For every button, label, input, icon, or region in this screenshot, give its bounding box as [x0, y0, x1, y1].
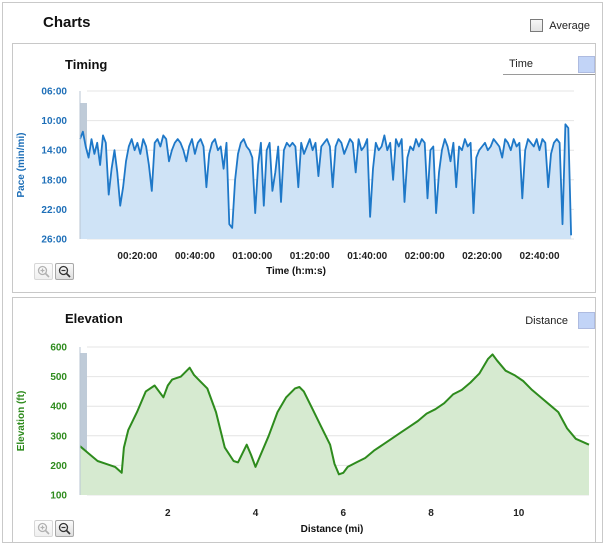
average-checkbox[interactable]	[530, 19, 544, 32]
average-label: Average	[549, 19, 590, 32]
elevation-axis-selector[interactable]: Distance	[525, 312, 595, 329]
zoom-in-button[interactable]	[34, 263, 53, 280]
elevation-y-tick-label: 100	[50, 491, 67, 502]
timing-y-tick-label: 14:00	[41, 146, 67, 157]
timing-pace-line	[79, 123, 572, 236]
timing-x-axis-label: Time (h:m:s)	[266, 266, 326, 277]
timing-y-axis-label: Pace (min/mi)	[16, 132, 27, 197]
timing-x-tick-label: 02:40:00	[520, 251, 560, 262]
timing-x-tick-label: 00:40:00	[175, 251, 215, 262]
average-toggle[interactable]: Average	[530, 19, 590, 32]
timing-selector-label: Time	[509, 58, 534, 70]
zoom-out-icon	[58, 522, 71, 535]
elevation-y-tick-label: 300	[50, 431, 67, 442]
elevation-y-tick-label: 200	[50, 461, 67, 472]
elevation-selector-label: Distance	[525, 314, 568, 327]
elevation-x-tick-label: 2	[165, 508, 171, 519]
zoom-out-button[interactable]	[55, 263, 74, 280]
elevation-x-tick-label: 4	[253, 508, 259, 519]
elevation-x-axis-label: Distance (mi)	[301, 524, 364, 535]
timing-x-tick-label: 01:40:00	[347, 251, 387, 262]
elevation-title: Elevation	[65, 311, 123, 326]
elevation-x-tick-label: 10	[513, 508, 525, 519]
elevation-x-tick-label: 8	[428, 508, 434, 519]
elevation-series-swatch[interactable]	[578, 312, 595, 329]
timing-y-tick-label: 22:00	[41, 205, 67, 216]
elevation-zoom-controls	[34, 520, 74, 537]
timing-y-tick-label: 18:00	[41, 175, 67, 186]
timing-x-tick-label: 01:20:00	[290, 251, 330, 262]
timing-y-tick-label: 06:00	[41, 87, 67, 98]
timing-x-tick-label: 00:20:00	[117, 251, 157, 262]
zoom-out-button[interactable]	[55, 520, 74, 537]
timing-zoom-controls	[34, 263, 74, 280]
zoom-in-button[interactable]	[34, 520, 53, 537]
elevation-panel: Elevation Distance 100 200 300 400 500 600 2 4 6…	[12, 297, 596, 543]
elevation-y-axis-label: Elevation (ft)	[16, 391, 27, 452]
elevation-y-scroll-strip	[80, 353, 87, 495]
timing-y-tick-label: 26:00	[41, 235, 67, 246]
zoom-in-icon	[37, 522, 50, 535]
timing-x-tick-label: 02:00:00	[405, 251, 445, 262]
elevation-y-tick-label: 500	[50, 372, 67, 383]
timing-x-tick-label: 02:20:00	[462, 251, 502, 262]
timing-title: Timing	[65, 57, 108, 72]
page-title: Charts	[43, 14, 91, 31]
timing-chart[interactable]: 06:00 10:00 14:00 18:00 22:00 26:00 00:20:00 00…	[13, 44, 597, 294]
elevation-line	[79, 353, 590, 476]
elevation-x-tick-label: 6	[340, 508, 346, 519]
timing-y-tick-label: 10:00	[41, 116, 67, 127]
zoom-out-icon	[58, 265, 71, 278]
timing-x-tick-label: 01:00:00	[232, 251, 272, 262]
elevation-chart[interactable]: 100 200 300 400 500 600 2 4 6 8 10 Distance (mi) Ele…	[13, 298, 597, 544]
timing-axis-selector[interactable]: Time	[503, 54, 595, 75]
timing-series-swatch[interactable]	[578, 55, 595, 73]
timing-panel: Timing Time 06:00 10:00 14:00 18:00 22:00 26:…	[12, 43, 596, 293]
elevation-y-tick-label: 600	[50, 343, 67, 354]
zoom-in-icon	[37, 265, 50, 278]
elevation-y-tick-label: 400	[50, 402, 67, 413]
